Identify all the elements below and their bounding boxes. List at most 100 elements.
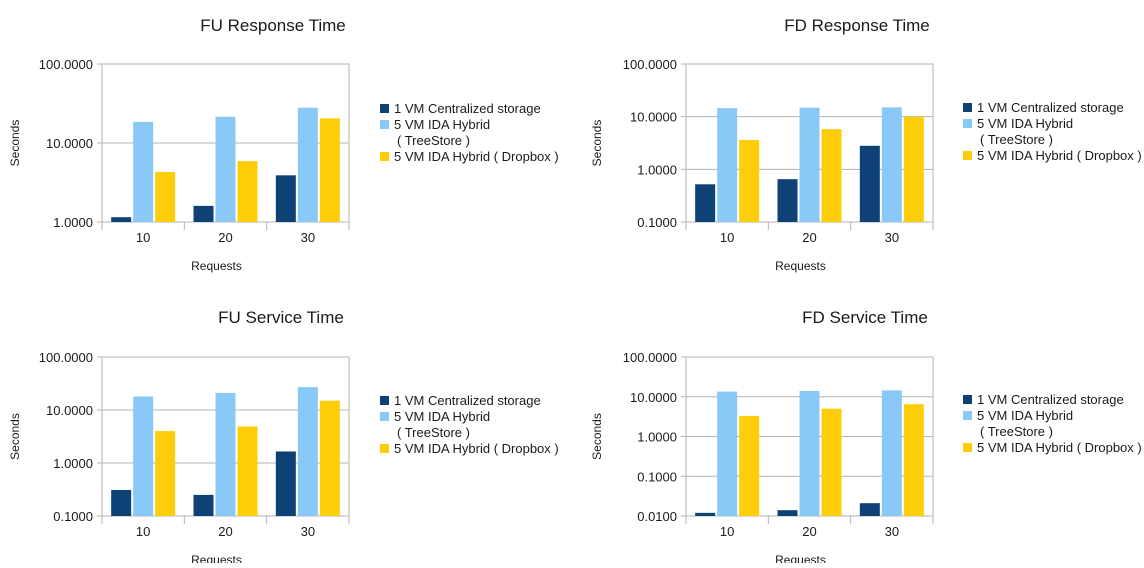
legend-swatch-3 — [963, 151, 972, 160]
chart-title: FU Response Time — [200, 16, 346, 35]
legend-swatch-1 — [380, 396, 389, 405]
y-tick-label: 10.0000 — [630, 390, 677, 405]
y-tick-label: 0.1000 — [53, 509, 93, 524]
legend-swatch-2 — [380, 120, 389, 129]
x-axis-label: Requests — [775, 259, 826, 273]
bar-1-20 — [193, 205, 214, 222]
bar-3-30 — [903, 404, 924, 516]
legend-swatch-3 — [963, 443, 972, 452]
bar-1-30 — [275, 451, 296, 516]
y-tick-label: 100.0000 — [39, 350, 93, 365]
x-tick-label: 20 — [802, 230, 816, 245]
bar-2-30 — [297, 107, 318, 222]
y-tick-label: 1.0000 — [637, 430, 677, 445]
y-tick-label: 100.0000 — [39, 57, 93, 72]
x-tick-label: 30 — [301, 524, 315, 539]
x-tick-label: 10 — [136, 230, 150, 245]
bar-1-30 — [859, 145, 880, 222]
bar-2-30 — [297, 387, 318, 516]
y-tick-label: 0.1000 — [637, 215, 677, 230]
bar-1-30 — [275, 175, 296, 222]
bar-2-10 — [717, 108, 738, 222]
legend-swatch-2 — [963, 411, 972, 420]
x-tick-label: 30 — [301, 230, 315, 245]
legend-label-3: 5 VM IDA Hybrid ( Dropbox ) — [394, 149, 559, 164]
legend-swatch-3 — [380, 444, 389, 453]
chart-3: 0.1000 1.0000 10.0000 100.0000 10 20 30 FU Serv… — [8, 308, 559, 567]
x-axis-label: Requests — [775, 553, 826, 563]
x-tick-label: 30 — [885, 230, 899, 245]
y-axis-label: Seconds — [8, 120, 22, 167]
bar-3-10 — [155, 431, 176, 516]
chart-title: FU Service Time — [218, 308, 344, 327]
bar-2-20 — [799, 390, 820, 516]
y-axis-label: Seconds — [590, 120, 604, 167]
y-tick-label: 10.0000 — [630, 110, 677, 125]
legend-label-1: 1 VM Centralized storage — [977, 100, 1124, 115]
bar-2-30 — [881, 107, 902, 222]
bar-1-20 — [193, 494, 214, 516]
legend-label-3: 5 VM IDA Hybrid ( Dropbox ) — [394, 441, 559, 456]
y-axis-label: Seconds — [8, 413, 22, 460]
y-tick-label: 1.0000 — [637, 162, 677, 177]
legend-label-1: 1 VM Centralized storage — [394, 101, 541, 116]
bar-3-20 — [237, 161, 258, 222]
y-tick-label: 10.0000 — [46, 403, 93, 418]
bar-3-30 — [319, 400, 340, 516]
bar-3-30 — [319, 118, 340, 222]
bar-2-20 — [215, 392, 236, 516]
legend-label-3: 5 VM IDA Hybrid ( Dropbox ) — [977, 440, 1142, 455]
bar-3-20 — [237, 426, 258, 516]
y-tick-label: 10.0000 — [46, 136, 93, 151]
bar-1-10 — [111, 217, 132, 222]
x-axis-label: Requests — [191, 259, 242, 273]
y-tick-label: 0.1000 — [637, 469, 677, 484]
y-tick-label: 0.0100 — [637, 509, 677, 524]
x-axis-label: Requests — [191, 553, 242, 563]
bar-3-20 — [821, 129, 842, 222]
x-tick-label: 10 — [720, 230, 734, 245]
bar-1-10 — [111, 489, 132, 516]
legend-label-2: 5 VM IDA Hybrid( TreeStore ) — [977, 116, 1073, 147]
bar-2-10 — [133, 121, 154, 222]
chart-title: FD Response Time — [784, 16, 930, 35]
bar-2-20 — [215, 116, 236, 222]
legend-swatch-1 — [963, 395, 972, 404]
chart-4: 0.0100 0.1000 1.0000 10.0000 100.0000 10 20 30 F… — [590, 308, 1142, 567]
legend-swatch-1 — [963, 103, 972, 112]
x-tick-label: 10 — [136, 524, 150, 539]
bar-2-30 — [881, 390, 902, 516]
x-tick-label: 20 — [802, 524, 816, 539]
bar-2-10 — [133, 396, 154, 516]
y-axis-label: Seconds — [590, 413, 604, 460]
y-tick-label: 1.0000 — [53, 456, 93, 471]
chart-2: 0.1000 1.0000 10.0000 100.0000 10 20 30 FD Resp… — [590, 16, 1142, 273]
legend-label-2: 5 VM IDA Hybrid( TreeStore ) — [394, 117, 490, 148]
bar-3-10 — [155, 171, 176, 222]
bar-3-20 — [821, 408, 842, 516]
legend-label-1: 1 VM Centralized storage — [394, 393, 541, 408]
x-tick-label: 30 — [885, 524, 899, 539]
legend-label-3: 5 VM IDA Hybrid ( Dropbox ) — [977, 148, 1142, 163]
legend-label-2: 5 VM IDA Hybrid( TreeStore ) — [977, 408, 1073, 439]
bar-3-10 — [739, 140, 760, 222]
bar-3-30 — [903, 116, 924, 222]
bar-1-20 — [777, 510, 798, 516]
chart-title: FD Service Time — [802, 308, 928, 327]
legend-swatch-3 — [380, 152, 389, 161]
bar-3-10 — [739, 415, 760, 516]
chart-1: 1.0000 10.0000 100.0000 10 20 30 FU Response T… — [8, 16, 559, 273]
x-tick-label: 20 — [218, 230, 232, 245]
bar-1-30 — [859, 503, 880, 516]
legend-swatch-2 — [963, 119, 972, 128]
bar-2-20 — [799, 107, 820, 222]
bar-2-10 — [717, 391, 738, 516]
bar-1-10 — [695, 184, 716, 222]
legend-swatch-1 — [380, 104, 389, 113]
legend-label-2: 5 VM IDA Hybrid( TreeStore ) — [394, 409, 490, 440]
x-tick-label: 10 — [720, 524, 734, 539]
y-tick-label: 100.0000 — [623, 350, 677, 365]
y-tick-label: 100.0000 — [623, 57, 677, 72]
